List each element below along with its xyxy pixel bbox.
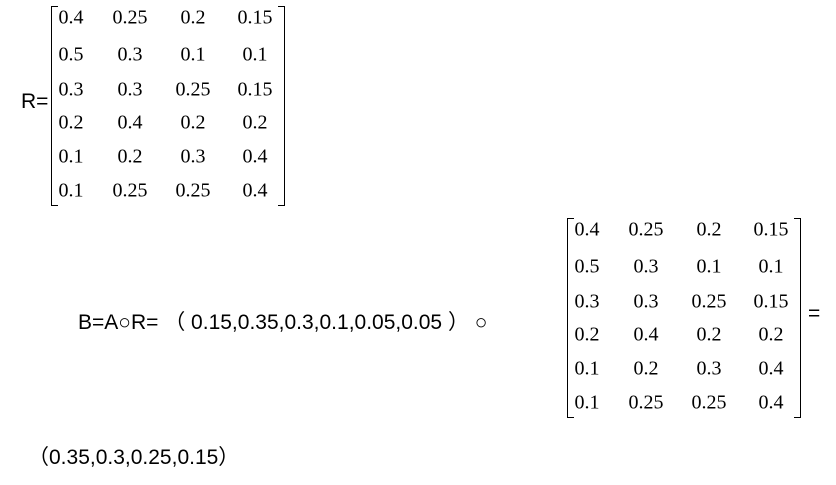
matrix-cell: 0.1 (574, 391, 600, 414)
matrix-cell: 0.15 (753, 218, 789, 241)
matrix-cell: 0.2 (117, 145, 143, 168)
matrix-cell: 0.15 (753, 290, 789, 313)
matrix-cell: 0.2 (574, 323, 600, 346)
b-equation-lhs: B=A○R= （ 0.15,0.35,0.3,0.1,0.05,0.05 ） ○ (78, 311, 488, 334)
matrix-cell: 0.3 (58, 78, 84, 101)
matrix-cell: 0.1 (58, 179, 84, 202)
result-vector: （0.35,0.3,0.25,0.15） (28, 446, 240, 469)
matrix-cell: 0.3 (633, 255, 659, 278)
matrix-cell: 0.2 (242, 111, 268, 134)
matrix-r-repeat: 0.4 0.25 0.2 0.15 0.5 0.3 0.1 0.1 0.3 0.3 0.25 0.15… (567, 218, 801, 418)
matrix-cell: 0.15 (237, 6, 273, 29)
matrix-cell: 0.4 (574, 218, 600, 241)
matrix-cell: 0.5 (58, 43, 84, 66)
matrix-cell: 0.3 (574, 290, 600, 313)
matrix-cell: 0.2 (58, 111, 84, 134)
matrix-cell: 0.4 (758, 357, 784, 380)
matrix-cell: 0.15 (237, 78, 273, 101)
matrix-cell: 0.2 (633, 357, 659, 380)
matrix-cell: 0.2 (758, 323, 784, 346)
matrix-cell: 0.5 (574, 255, 600, 278)
matrix-cell: 0.25 (691, 391, 727, 414)
matrix-cell: 0.1 (180, 43, 206, 66)
matrix-cell: 0.3 (180, 145, 206, 168)
matrix-cell: 0.25 (175, 78, 211, 101)
matrix-cell: 0.1 (574, 357, 600, 380)
matrix-cell: 0.3 (633, 290, 659, 313)
matrix-cell: 0.4 (242, 179, 268, 202)
matrix-cell: 0.25 (691, 290, 727, 313)
matrix-cell: 0.3 (696, 357, 722, 380)
matrix-cell: 0.25 (175, 179, 211, 202)
matrix-cell: 0.1 (758, 255, 784, 278)
right-bracket (794, 218, 801, 418)
r-label: R= (21, 90, 49, 113)
matrix-cell: 0.1 (696, 255, 722, 278)
matrix-r: 0.4 0.25 0.2 0.15 0.5 0.3 0.1 0.1 0.3 0.3 0.25 0.15… (51, 6, 285, 206)
matrix-cell: 0.4 (758, 391, 784, 414)
matrix-cell: 0.2 (696, 218, 722, 241)
matrix-cell: 0.1 (242, 43, 268, 66)
right-bracket (278, 6, 285, 206)
matrix-cell: 0.4 (242, 145, 268, 168)
matrix-cell: 0.2 (180, 111, 206, 134)
left-bracket (51, 6, 58, 206)
matrix-cell: 0.1 (58, 145, 84, 168)
matrix-cell: 0.25 (628, 391, 664, 414)
matrix-cell: 0.3 (117, 43, 143, 66)
matrix-cell: 0.2 (180, 6, 206, 29)
matrix-cell: 0.2 (696, 323, 722, 346)
matrix-cell: 0.25 (112, 6, 148, 29)
left-bracket (567, 218, 574, 418)
matrix-cell: 0.4 (633, 323, 659, 346)
matrix-cell: 0.25 (112, 179, 148, 202)
matrix-cell: 0.3 (117, 78, 143, 101)
matrix-cell: 0.4 (58, 6, 84, 29)
equals-sign: = (808, 302, 821, 325)
matrix-cell: 0.25 (628, 218, 664, 241)
matrix-cell: 0.4 (117, 111, 143, 134)
